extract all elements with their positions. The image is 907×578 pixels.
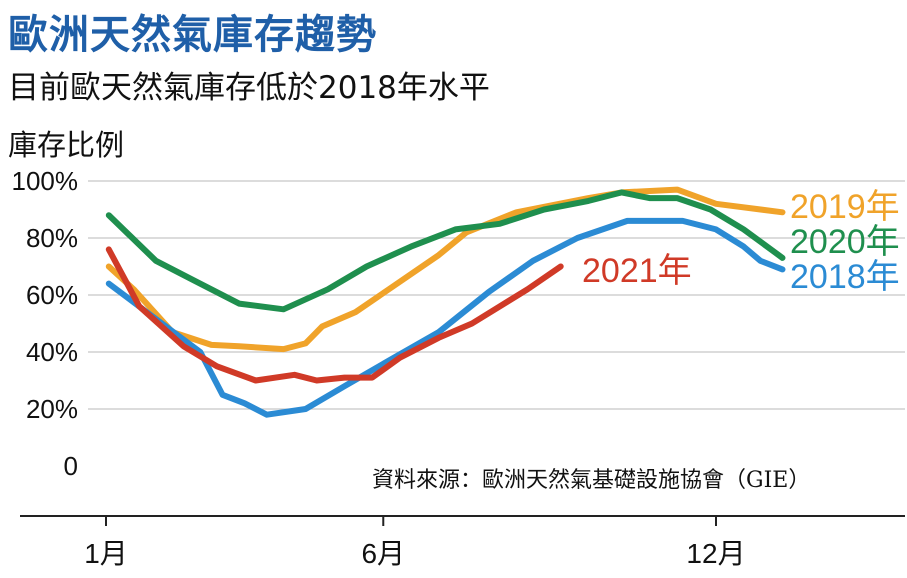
series-lines — [105, 186, 786, 418]
y-tick-label: 100% — [12, 166, 79, 196]
y-tick-label: 80% — [26, 223, 78, 253]
y-tick-label: 0 — [64, 451, 78, 481]
y-tick-labels: 0 20% 40% 60% 80% 100% — [12, 166, 79, 481]
x-axis: 1月 6月 12月 — [20, 515, 905, 569]
y-tick-label: 40% — [26, 337, 78, 367]
x-tick-label: 1月 — [84, 538, 128, 569]
x-tick-label: 12月 — [686, 538, 745, 569]
source-note: 資料來源：歐洲天然氣基礎設施協會（GIE） — [372, 468, 811, 493]
series-label: 2019年 — [790, 188, 900, 226]
series-line — [105, 246, 564, 384]
series-line — [105, 189, 786, 313]
series-label: 2021年 — [582, 252, 692, 290]
chart-title: 歐洲天然氣庫存趨勢 — [8, 12, 377, 58]
series-label: 2020年 — [790, 223, 900, 261]
series-line — [105, 217, 786, 418]
y-tick-label: 60% — [26, 280, 78, 310]
chart-subtitle: 目前歐天然氣庫存低於2018年水平 — [8, 70, 490, 106]
series-label: 2018年 — [790, 258, 900, 296]
y-axis-label: 庫存比例 — [8, 128, 125, 162]
y-tick-label: 20% — [26, 394, 78, 424]
x-tick-label: 6月 — [361, 538, 405, 569]
